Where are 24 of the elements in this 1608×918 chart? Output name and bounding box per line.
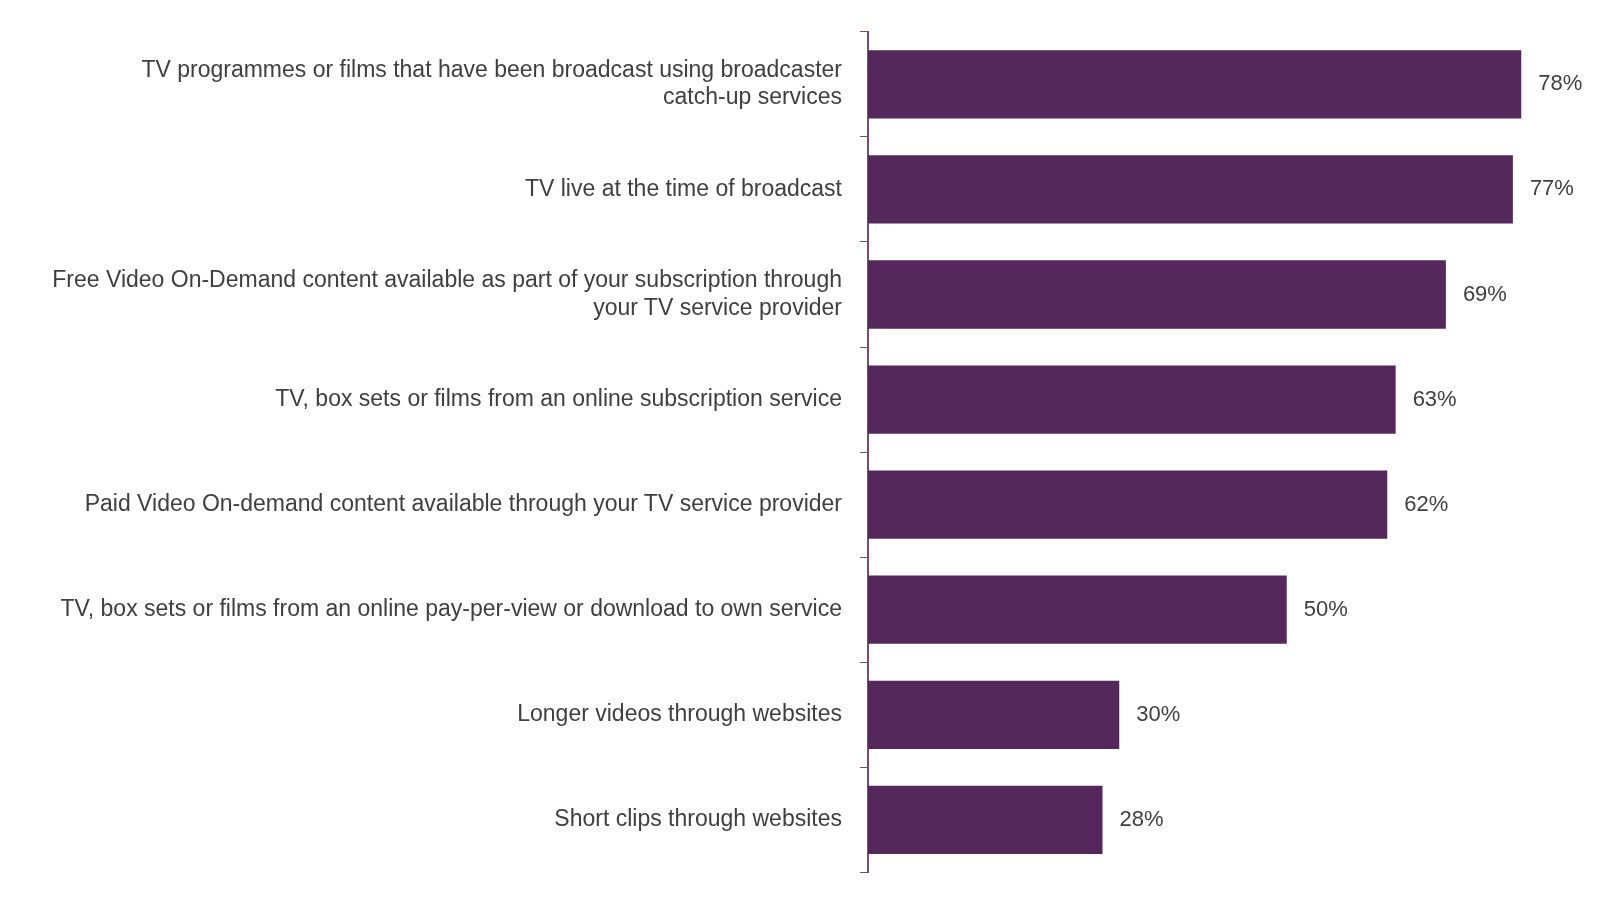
- bar: [868, 260, 1446, 329]
- y-tick-label: TV programmes or films that have been broadcast using broadcaster catch-up services: [141, 55, 843, 110]
- data-label: 30%: [1136, 700, 1181, 726]
- y-tick-label: Paid Video On-demand content available through your TV service provider: [84, 489, 843, 516]
- data-label: 77%: [1529, 175, 1574, 201]
- y-tick-label: Free Video On-Demand content available as part of your subscription through your TV service provider: [52, 266, 843, 320]
- bar: [868, 365, 1396, 434]
- data-label: 69%: [1462, 280, 1507, 306]
- y-tick-label: TV, box sets or films from an online pay-per-view or download to own service: [60, 595, 842, 622]
- data-label: 78%: [1538, 70, 1583, 96]
- y-tick-label: TV live at the time of broadcast: [524, 174, 843, 201]
- y-tick-label: Longer videos through websites: [517, 700, 842, 727]
- bar: [868, 785, 1103, 855]
- bar: [868, 155, 1513, 224]
- data-label: 50%: [1303, 595, 1348, 621]
- data-label: 63%: [1412, 385, 1457, 411]
- y-tick-label: Short clips through websites: [554, 805, 842, 832]
- bar: [868, 50, 1522, 119]
- data-label: 62%: [1404, 490, 1449, 516]
- data-label: 28%: [1119, 805, 1164, 831]
- bar: [868, 575, 1287, 644]
- y-tick-label: TV, box sets or films from an online subscription service: [275, 384, 842, 411]
- bar: [868, 470, 1388, 539]
- bar: [868, 680, 1120, 749]
